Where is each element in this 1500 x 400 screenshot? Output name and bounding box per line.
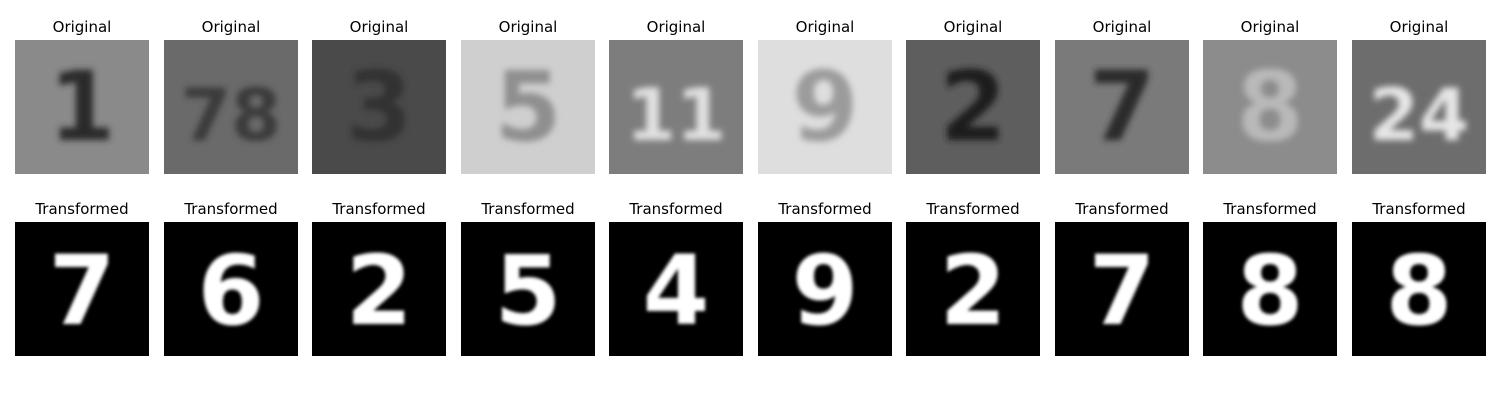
digit-glyph: 7 <box>1089 51 1156 163</box>
original-digit-image: 9 <box>758 40 892 174</box>
transformed-digit-image: 2 <box>906 222 1040 356</box>
digit-glyph: 8 <box>1386 235 1453 347</box>
transformed-digit-image: 8 <box>1203 222 1337 356</box>
panel-title: Original <box>461 18 595 36</box>
panel-title: Transformed <box>758 200 892 218</box>
transformed-digit-image: 4 <box>609 222 743 356</box>
original-digit-image: 5 <box>461 40 595 174</box>
digit-glyph: 3 <box>346 51 413 163</box>
transformed-digit-image: 8 <box>1352 222 1486 356</box>
original-digit-image: 8 <box>1203 40 1337 174</box>
panel-title: Original <box>312 18 446 36</box>
digit-glyph: 2 <box>940 51 1007 163</box>
original-digit-image: 24 <box>1352 40 1486 174</box>
digit-glyph: 7 <box>49 235 116 347</box>
original-digit-image: 11 <box>609 40 743 174</box>
panel-title: Original <box>15 18 149 36</box>
digit-glyph: 2 <box>940 235 1007 347</box>
panel-title: Original <box>758 18 892 36</box>
panel-title: Transformed <box>461 200 595 218</box>
original-digit-image: 3 <box>312 40 446 174</box>
digit-glyph: 5 <box>495 235 562 347</box>
digit-glyph: 2 <box>346 235 413 347</box>
panel-title: Original <box>1203 18 1337 36</box>
panel-title: Transformed <box>906 200 1040 218</box>
digit-glyph: 9 <box>792 51 859 163</box>
transformed-digit-image: 9 <box>758 222 892 356</box>
panel-title: Original <box>164 18 298 36</box>
digit-glyph: 1 <box>49 51 116 163</box>
digit-glyph: 8 <box>1237 235 1304 347</box>
original-digit-image: 1 <box>15 40 149 174</box>
original-digit-image: 2 <box>906 40 1040 174</box>
digit-glyph: 7 <box>1089 235 1156 347</box>
panel-title: Original <box>906 18 1040 36</box>
digit-glyph: 78 <box>181 73 281 157</box>
panel-title: Transformed <box>1352 200 1486 218</box>
original-digit-image: 7 <box>1055 40 1189 174</box>
panel-title: Transformed <box>164 200 298 218</box>
original-digit-image: 78 <box>164 40 298 174</box>
panel-title: Transformed <box>15 200 149 218</box>
digit-glyph: 4 <box>643 235 710 347</box>
digit-glyph: 8 <box>1237 51 1304 163</box>
transformed-digit-image: 7 <box>1055 222 1189 356</box>
digit-glyph: 5 <box>495 51 562 163</box>
transformed-digit-image: 5 <box>461 222 595 356</box>
panel-title: Original <box>1055 18 1189 36</box>
transformed-digit-image: 7 <box>15 222 149 356</box>
panel-title: Transformed <box>312 200 446 218</box>
digit-glyph: 11 <box>626 73 726 157</box>
digit-glyph: 9 <box>792 235 859 347</box>
panel-title: Transformed <box>609 200 743 218</box>
panel-title: Original <box>1352 18 1486 36</box>
panel-title: Transformed <box>1055 200 1189 218</box>
digit-glyph: 6 <box>198 235 265 347</box>
digit-glyph: 24 <box>1369 73 1469 157</box>
transformed-digit-image: 2 <box>312 222 446 356</box>
transformed-digit-image: 6 <box>164 222 298 356</box>
panel-title: Original <box>609 18 743 36</box>
panel-title: Transformed <box>1203 200 1337 218</box>
